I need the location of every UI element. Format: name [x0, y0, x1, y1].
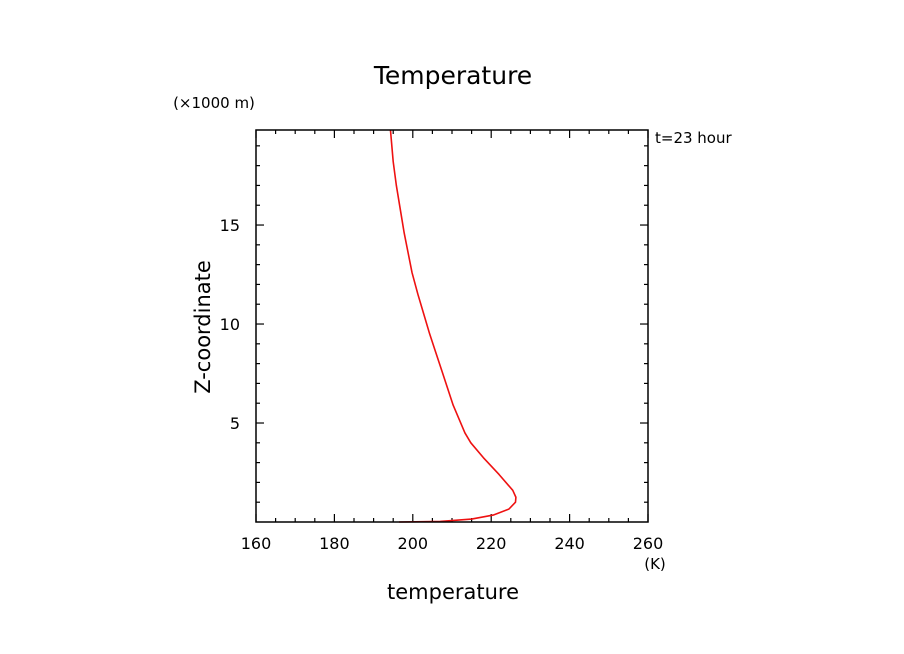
y-tick-label: 15 — [220, 216, 240, 235]
y-tick-label: 5 — [230, 414, 240, 433]
y-axis-title: Z-coordinate — [191, 260, 215, 394]
chart-title: Temperature — [373, 61, 532, 90]
y-axis-unit: (×1000 m) — [173, 94, 255, 112]
plot-frame — [255, 129, 649, 523]
data-series — [389, 129, 517, 523]
temperature-profile-line — [389, 129, 517, 523]
x-tick-label: 200 — [398, 534, 429, 553]
x-tick-label: 260 — [633, 534, 664, 553]
tick-labels: 160 180 200 220 240 260 5 10 15 — [220, 216, 664, 553]
time-annotation: t=23 hour — [655, 129, 732, 147]
x-tick-label: 180 — [319, 534, 350, 553]
x-axis-unit: (K) — [644, 555, 666, 573]
x-axis-title: temperature — [387, 580, 519, 604]
x-tick-label: 240 — [554, 534, 585, 553]
axis-ticks — [255, 130, 649, 522]
y-tick-label: 10 — [220, 315, 240, 334]
x-tick-label: 220 — [476, 534, 507, 553]
x-tick-label: 160 — [241, 534, 272, 553]
